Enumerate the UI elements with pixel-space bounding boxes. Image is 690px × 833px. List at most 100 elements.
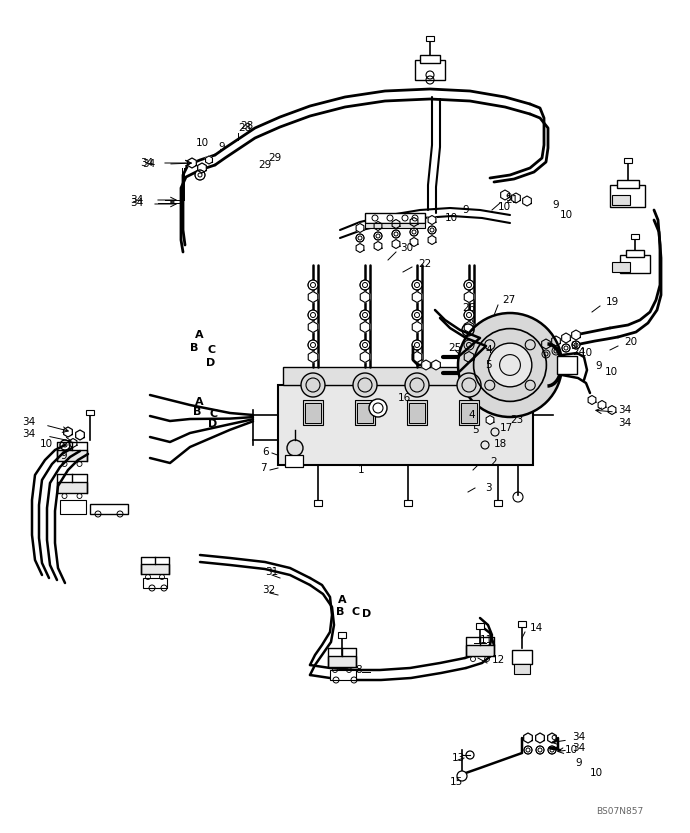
Text: 18: 18 xyxy=(494,439,507,449)
Text: 20: 20 xyxy=(624,337,637,347)
Bar xyxy=(426,36,434,41)
Text: 19: 19 xyxy=(606,297,619,307)
Text: 4: 4 xyxy=(485,345,491,355)
Bar xyxy=(57,481,87,492)
Text: 1: 1 xyxy=(358,465,364,475)
Bar xyxy=(303,400,323,425)
Bar xyxy=(305,403,321,423)
Bar xyxy=(143,578,167,588)
Bar xyxy=(409,403,425,423)
Polygon shape xyxy=(63,427,72,437)
Text: 9: 9 xyxy=(550,735,557,745)
Text: 34: 34 xyxy=(22,429,35,439)
Text: 9: 9 xyxy=(462,205,469,215)
Bar xyxy=(57,450,87,461)
Polygon shape xyxy=(428,236,436,245)
Circle shape xyxy=(60,440,70,450)
Text: 2: 2 xyxy=(490,457,497,467)
Bar xyxy=(626,250,644,257)
Bar xyxy=(365,213,425,223)
Text: 34: 34 xyxy=(130,198,144,208)
Bar xyxy=(514,664,530,674)
Polygon shape xyxy=(522,196,531,206)
Text: 31: 31 xyxy=(265,567,278,577)
Text: 9: 9 xyxy=(570,341,577,351)
Text: 34: 34 xyxy=(572,743,585,753)
Polygon shape xyxy=(464,322,474,332)
Text: C: C xyxy=(352,607,360,617)
Bar xyxy=(278,385,533,465)
Text: 3: 3 xyxy=(485,483,491,493)
Text: 34: 34 xyxy=(130,195,144,205)
Text: 23: 23 xyxy=(510,415,523,425)
Bar xyxy=(518,621,526,627)
Bar xyxy=(461,403,477,423)
Text: 34: 34 xyxy=(572,732,585,742)
Polygon shape xyxy=(206,156,213,164)
Polygon shape xyxy=(360,322,370,332)
Circle shape xyxy=(464,280,474,290)
Polygon shape xyxy=(356,223,364,232)
Bar xyxy=(617,180,639,188)
Text: 29: 29 xyxy=(268,153,282,163)
Text: 10: 10 xyxy=(196,138,209,148)
Polygon shape xyxy=(486,416,494,425)
Polygon shape xyxy=(188,158,197,168)
Text: 9: 9 xyxy=(505,193,511,203)
Bar xyxy=(60,500,86,514)
Bar xyxy=(285,455,303,467)
Polygon shape xyxy=(588,396,596,405)
Polygon shape xyxy=(552,336,560,346)
Polygon shape xyxy=(412,352,422,362)
Circle shape xyxy=(308,340,318,350)
Polygon shape xyxy=(422,360,431,370)
Circle shape xyxy=(458,313,562,417)
Circle shape xyxy=(353,373,377,397)
Text: A: A xyxy=(195,397,204,407)
Circle shape xyxy=(412,310,422,320)
Text: A: A xyxy=(195,330,204,340)
Text: 14: 14 xyxy=(530,623,543,633)
Polygon shape xyxy=(360,292,370,302)
Bar xyxy=(404,500,412,506)
Polygon shape xyxy=(410,217,418,227)
Text: 10: 10 xyxy=(590,768,603,778)
Polygon shape xyxy=(572,330,580,340)
Circle shape xyxy=(195,170,205,180)
Text: 28: 28 xyxy=(238,123,251,133)
Text: 10: 10 xyxy=(40,439,53,449)
Polygon shape xyxy=(598,401,606,410)
Text: B: B xyxy=(336,607,344,617)
Text: 9: 9 xyxy=(218,142,225,152)
Circle shape xyxy=(405,373,429,397)
Text: 34: 34 xyxy=(22,417,35,427)
Circle shape xyxy=(536,746,544,754)
Bar xyxy=(355,400,375,425)
Polygon shape xyxy=(69,438,77,447)
Text: 9: 9 xyxy=(60,451,67,461)
Polygon shape xyxy=(76,430,84,440)
Circle shape xyxy=(488,343,532,387)
Circle shape xyxy=(360,340,370,350)
Text: B: B xyxy=(190,343,199,353)
Bar xyxy=(357,403,373,423)
Circle shape xyxy=(552,347,560,355)
Circle shape xyxy=(287,440,303,456)
Bar xyxy=(420,55,440,63)
Text: 13: 13 xyxy=(452,753,465,763)
Polygon shape xyxy=(308,322,318,332)
Polygon shape xyxy=(374,222,382,231)
Polygon shape xyxy=(360,352,370,362)
Text: 29: 29 xyxy=(258,160,271,170)
Bar xyxy=(620,255,650,273)
Circle shape xyxy=(360,310,370,320)
Text: C: C xyxy=(208,345,216,355)
Text: 10: 10 xyxy=(498,202,511,212)
Bar xyxy=(330,670,356,680)
Text: B: B xyxy=(193,407,201,417)
Text: 9: 9 xyxy=(575,758,582,768)
Bar xyxy=(512,650,532,664)
Text: 25: 25 xyxy=(448,343,461,353)
Text: 34: 34 xyxy=(140,158,153,168)
Bar xyxy=(90,504,128,514)
